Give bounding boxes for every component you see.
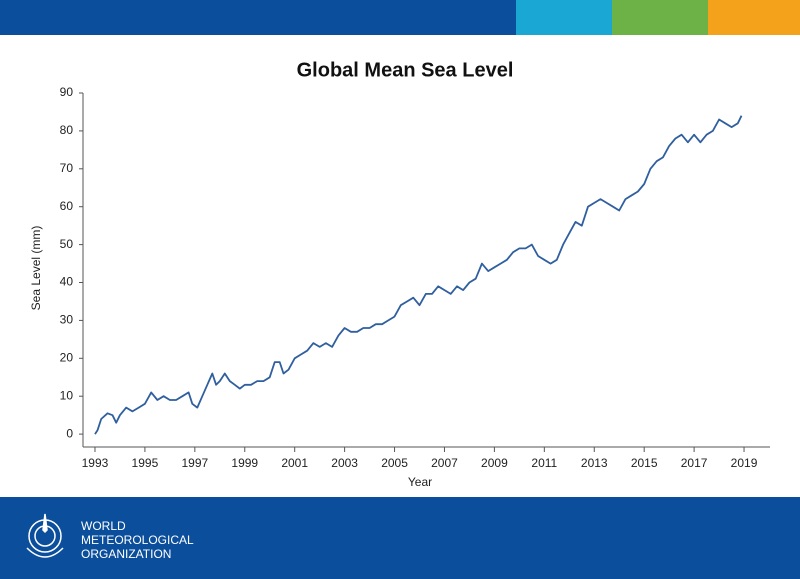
y-tick-label: 20 <box>60 350 74 364</box>
x-tick-label: 1995 <box>132 456 159 470</box>
y-tick-label: 70 <box>60 161 74 175</box>
chart-title: Global Mean Sea Level <box>297 59 514 81</box>
x-tick-label: 2007 <box>431 456 458 470</box>
org-name: WORLD <box>81 519 126 533</box>
x-axis-label: Year <box>408 475 432 489</box>
y-tick-label: 80 <box>60 123 74 137</box>
y-tick-label: 90 <box>60 85 74 99</box>
x-tick-label: 2013 <box>581 456 608 470</box>
y-tick-label: 10 <box>60 388 74 402</box>
org-name: METEOROLOGICAL <box>81 533 194 547</box>
top-band <box>0 0 516 35</box>
x-tick-label: 2011 <box>531 456 557 470</box>
data-line <box>94 115 743 435</box>
x-tick-label: 1993 <box>82 456 109 470</box>
x-tick-label: 2017 <box>681 456 708 470</box>
x-tick-label: 2001 <box>281 456 308 470</box>
org-name: ORGANIZATION <box>81 547 171 561</box>
x-tick-label: 2009 <box>481 456 508 470</box>
y-tick-label: 40 <box>60 275 74 289</box>
x-tick-label: 1999 <box>231 456 258 470</box>
x-tick-label: 2003 <box>331 456 358 470</box>
footer <box>0 497 800 579</box>
logo <box>26 513 64 558</box>
x-tick-label: 2005 <box>381 456 408 470</box>
top-band <box>516 0 612 35</box>
y-tick-label: 30 <box>60 313 74 327</box>
x-tick-label: 2015 <box>631 456 658 470</box>
top-band <box>612 0 708 35</box>
y-tick-label: 0 <box>66 426 73 440</box>
y-tick-label: 50 <box>60 237 74 251</box>
top-band <box>708 0 800 35</box>
y-tick-label: 60 <box>60 199 74 213</box>
y-axis-label: Sea Level (mm) <box>29 226 43 311</box>
x-tick-label: 1997 <box>181 456 208 470</box>
x-tick-label: 2019 <box>731 456 758 470</box>
